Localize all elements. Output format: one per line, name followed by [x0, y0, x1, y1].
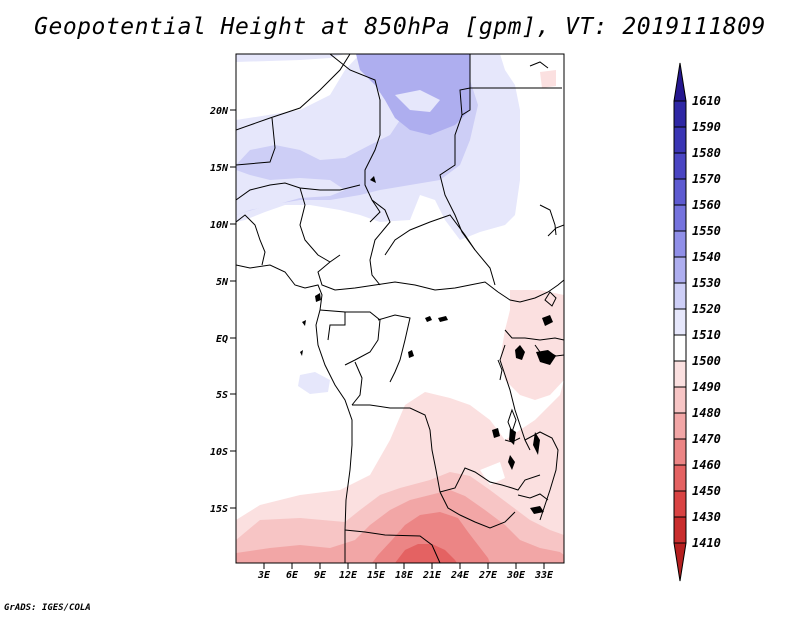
legend-swatch — [673, 308, 687, 336]
lat-label: EQ — [216, 334, 228, 345]
legend-swatch — [673, 516, 687, 544]
legend-level-label: 1500 — [692, 354, 721, 368]
axis-ticks — [230, 109, 545, 569]
political-boundaries — [236, 54, 564, 563]
legend-swatch — [673, 386, 687, 414]
legend-level-label: 1530 — [692, 276, 721, 290]
color-legend: 1610 1590 1580 1570 1560 1550 1540 1530 1520 1510… — [673, 62, 721, 582]
legend-swatch — [673, 412, 687, 440]
lat-label: 15S — [210, 504, 228, 515]
lon-label: 30E — [506, 570, 526, 581]
lon-label: 27E — [478, 570, 498, 581]
legend-swatch — [673, 360, 687, 388]
legend-swatch — [673, 282, 687, 310]
legend-level-label: 1450 — [692, 484, 721, 498]
legend-level-label: 1560 — [692, 198, 721, 212]
legend-swatch — [673, 126, 687, 154]
legend-level-label: 1470 — [692, 432, 721, 446]
map-frame — [235, 53, 565, 564]
lon-label: 9E — [314, 570, 327, 581]
software-credit: GrADS: IGES/COLA — [4, 603, 91, 613]
legend-swatch — [673, 464, 687, 492]
legend-level-label: 1430 — [692, 510, 721, 524]
legend-swatch — [673, 100, 687, 128]
legend-level-label: 1610 — [692, 94, 721, 108]
latitude-labels: 20N 15N 10N 5N EQ 5S 10S 15S — [209, 106, 229, 515]
legend-swatch — [673, 438, 687, 466]
longitude-labels: 3E 6E 9E 12E 15E 18E 21E 24E 27E 30E 33E — [257, 570, 554, 581]
legend-level-label: 1510 — [692, 328, 721, 342]
legend-swatch — [673, 490, 687, 518]
legend-level-label: 1590 — [692, 120, 721, 134]
legend-level-label: 1550 — [692, 224, 721, 238]
legend-swatch — [673, 256, 687, 284]
legend-level-label: 1540 — [692, 250, 721, 264]
legend-level-label: 1490 — [692, 380, 721, 394]
legend-level-label: 1410 — [692, 536, 721, 550]
legend-swatch — [673, 230, 687, 258]
lon-label: 6E — [286, 570, 299, 581]
legend-swatch — [673, 152, 687, 180]
lon-label: 24E — [450, 570, 470, 581]
legend-swatch — [673, 334, 687, 362]
legend-swatch — [673, 204, 687, 232]
plot-title: Geopotential Height at 850hPa [gpm], VT:… — [34, 14, 766, 40]
legend-level-label: 1580 — [692, 146, 721, 160]
legend-swatch — [673, 178, 687, 206]
lon-label: 21E — [422, 570, 442, 581]
legend-level-label: 1570 — [692, 172, 721, 186]
lat-label: 15N — [210, 163, 229, 174]
legend-level-label: 1520 — [692, 302, 721, 316]
lon-label: 33E — [534, 570, 554, 581]
legend-level-label: 1480 — [692, 406, 721, 420]
legend-level-label: 1460 — [692, 458, 721, 472]
lon-label: 18E — [395, 570, 414, 581]
lat-label: 10S — [210, 447, 228, 458]
lat-label: 10N — [210, 220, 229, 231]
lat-label: 5N — [216, 277, 229, 288]
height-field-high — [236, 54, 560, 394]
lat-label: 20N — [209, 106, 229, 117]
map-panel — [236, 54, 564, 563]
legend-arrow-bottom — [673, 542, 687, 582]
lon-label: 3E — [257, 570, 271, 581]
legend-arrow-top — [673, 62, 687, 102]
lat-label: 5S — [216, 390, 228, 401]
lon-label: 12E — [339, 570, 358, 581]
lakes — [300, 176, 556, 514]
lon-label: 15E — [367, 570, 386, 581]
